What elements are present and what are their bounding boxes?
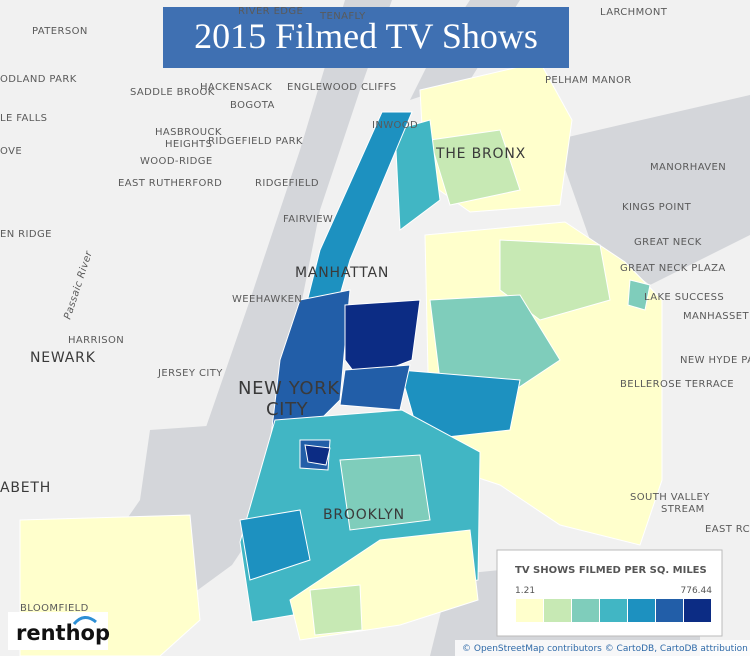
place-label: HARRISON (68, 335, 124, 346)
place-label: HACKENSACK (200, 82, 272, 93)
place-label: LE FALLS (0, 113, 47, 124)
place-label: STREAM (661, 504, 705, 515)
title-box (163, 7, 569, 68)
place-label: GREAT NECK (634, 237, 702, 248)
place-label: EAST RUTHERFORD (118, 178, 222, 189)
legend-swatch (628, 599, 655, 622)
legend-max: 776.44 (681, 586, 713, 596)
place-label: BELLEROSE TERRACE (620, 379, 734, 390)
place-label: ODLAND PARK (0, 74, 77, 85)
place-label: GREAT NECK PLAZA (620, 263, 726, 274)
legend-swatch (656, 599, 683, 622)
place-label: THE BRONX (435, 146, 526, 162)
districts (19, 61, 663, 656)
place-label: SADDLE BROOK (130, 87, 215, 98)
place-label: ENGLEWOOD CLIFFS (287, 82, 397, 93)
attribution: © OpenStreetMap contributors © CartoDB, … (462, 644, 748, 654)
legend-min: 1.21 (515, 586, 535, 596)
place-label: LAKE SUCCESS (644, 292, 724, 303)
place-label: MANORHAVEN (650, 162, 726, 173)
legend-swatch (572, 599, 599, 622)
place-label: BLOOMFIELD (20, 603, 89, 614)
legend-title: TV SHOWS FILMED PER SQ. MILES (515, 565, 707, 576)
place-label: KINGS POINT (622, 202, 692, 213)
place-label: TENAFLY (319, 11, 366, 22)
place-label: WEEHAWKEN (232, 294, 302, 305)
place-label: BROOKLYN (323, 507, 405, 523)
place-label: SOUTH VALLEY (630, 492, 710, 503)
place-label: NEWARK (30, 350, 96, 366)
place-label: MANHATTAN (295, 265, 389, 281)
place-label: HEIGHTS (165, 139, 212, 150)
legend-swatch (600, 599, 627, 622)
place-label: RIDGEFIELD PARK (208, 136, 303, 147)
legend-swatch (544, 599, 571, 622)
place-label: MANHASSET HILLS (683, 311, 750, 322)
place-label: INWOOD (372, 120, 418, 131)
legend: TV SHOWS FILMED PER SQ. MILES 1.21 776.4… (496, 549, 723, 637)
place-label: WOOD-RIDGE (140, 156, 213, 167)
place-label: CITY (266, 399, 309, 420)
logo: renthop (16, 621, 110, 645)
place-label: EN RIDGE (0, 229, 52, 240)
logo-arc (72, 616, 97, 626)
title: 2015 Filmed TV Shows (194, 16, 538, 56)
place-label: EAST RC (705, 524, 750, 535)
place-label: BOGOTA (230, 100, 275, 111)
legend-swatch (516, 599, 543, 622)
place-label: FAIRVIEW (283, 214, 333, 225)
place-label: NEW YORK (238, 378, 340, 399)
place-label: RIVER EDGE (238, 6, 303, 17)
legend-swatch (684, 599, 711, 622)
place-label: PELHAM MANOR (545, 75, 632, 86)
place-label: OVE (0, 146, 22, 157)
place-label: JERSEY CITY (157, 368, 223, 379)
place-label: ABETH (0, 480, 51, 496)
place-label: PATERSON (32, 26, 88, 37)
place-label: NEW HYDE PARK (680, 355, 750, 366)
place-label: LARCHMONT (600, 7, 668, 18)
place-label: RIDGEFIELD (255, 178, 319, 189)
attribution-box (455, 640, 750, 656)
place-label: HASBROUCK (155, 127, 222, 138)
